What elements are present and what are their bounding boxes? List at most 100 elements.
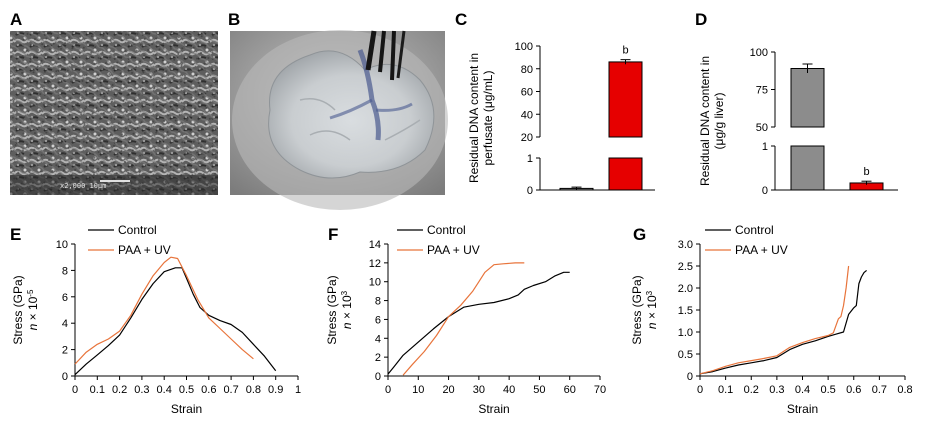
y-tick-label: 0 — [762, 185, 768, 197]
series-line-control — [699, 269, 867, 375]
x-tick-label: 0.8 — [246, 384, 261, 396]
y-tick-label: 8 — [375, 296, 381, 308]
y-axis-label: Stress (GPa) — [11, 275, 25, 344]
y-tick-label: 1 — [762, 141, 768, 153]
y-tick-label: 14 — [369, 239, 381, 251]
y-axis-unit: n × 103 — [645, 290, 660, 329]
chart-c-residual-dna-perfusate: 20 40 60 80 100 0 1 Residual DNA content in perf… — [467, 41, 655, 197]
legend-label: Control — [118, 223, 157, 237]
y-tick-label: 4 — [62, 318, 68, 330]
series-line-paa-uv — [402, 262, 525, 376]
panel-letter-g: G — [633, 225, 646, 244]
significance-label: b — [622, 45, 628, 57]
bar-lower — [608, 157, 643, 191]
x-tick-label: 0.5 — [820, 384, 835, 396]
photo-decellularized-liver — [230, 30, 448, 210]
y-axis-unit: n × 103 — [340, 290, 355, 329]
y-axis-label: Residual DNA content in — [467, 53, 481, 183]
x-tick-label: 0.1 — [90, 384, 105, 396]
y-tick-label: 1 — [527, 153, 533, 165]
chart-f-stress-strain: 0 10 20 30 40 50 60 70 0 2 4 6 8 10 12 14 Strain Stress (… — [325, 223, 606, 416]
x-tick-label: 70 — [594, 384, 606, 396]
y-tick-label: 0.5 — [678, 349, 693, 361]
x-tick-label: 0.5 — [179, 384, 194, 396]
series-line-paa-uv — [699, 265, 850, 375]
x-tick-label: 0.8 — [897, 384, 912, 396]
y-tick-label: 2 — [62, 345, 68, 357]
series-line-control — [74, 267, 277, 376]
y-axis-label: Residual DNA content in — [698, 56, 712, 186]
x-tick-label: 0.9 — [268, 384, 283, 396]
photo-sem-micrograph: x2,000 10μm — [10, 31, 218, 195]
x-tick-label: 0.7 — [872, 384, 887, 396]
y-tick-label: 20 — [521, 132, 533, 144]
x-tick-label: 0.1 — [718, 384, 733, 396]
x-tick-label: 40 — [503, 384, 515, 396]
y-tick-label: 6 — [62, 292, 68, 304]
panel-letter-e: E — [10, 225, 21, 244]
y-unit-exponent: -5 — [26, 289, 35, 297]
x-tick-label: 0.6 — [846, 384, 861, 396]
y-unit-exponent: 3 — [645, 290, 654, 295]
y-tick-label: 0 — [527, 185, 533, 197]
y-tick-label: 2.5 — [678, 261, 693, 273]
y-unit-exponent: 3 — [340, 290, 349, 295]
x-tick-label: 10 — [412, 384, 424, 396]
y-tick-label: 10 — [369, 277, 381, 289]
y-axis-label: Stress (GPa) — [325, 275, 339, 344]
y-tick-label: 6 — [375, 314, 381, 326]
y-tick-label: 2 — [375, 352, 381, 364]
y-tick-label: 50 — [756, 122, 768, 134]
y-axis-label: Stress (GPa) — [630, 275, 644, 344]
chart-g-stress-strain: 0 0.1 0.2 0.3 0.4 0.5 0.6 0.7 0.8 0 0.5 1.0 1.5 2.0 2.… — [630, 223, 913, 416]
x-tick-label: 0.4 — [795, 384, 810, 396]
y-tick-label: 1.0 — [678, 327, 693, 339]
x-tick-label: 30 — [473, 384, 485, 396]
x-tick-label: 50 — [533, 384, 545, 396]
y-tick-label: 100 — [750, 47, 768, 59]
x-tick-label: 0 — [385, 384, 391, 396]
y-tick-label: 2.0 — [678, 283, 693, 295]
bar-lower — [790, 145, 825, 191]
x-tick-label: 0.2 — [744, 384, 759, 396]
x-axis-label: Strain — [478, 402, 509, 416]
series-line-control — [387, 271, 570, 375]
y-unit-n: n — [26, 323, 40, 330]
x-tick-label: 20 — [442, 384, 454, 396]
x-tick-label: 0 — [697, 384, 703, 396]
significance-label: b — [863, 166, 869, 178]
y-tick-label: 0 — [62, 371, 68, 383]
legend-label: PAA + UV — [118, 243, 171, 257]
x-axis-label: Strain — [787, 402, 818, 416]
x-tick-label: 0.4 — [157, 384, 172, 396]
y-tick-label: 3.0 — [678, 239, 693, 251]
bar-upper — [608, 61, 643, 138]
y-tick-label: 10 — [56, 239, 68, 251]
y-tick-label: 4 — [375, 333, 381, 345]
x-tick-label: 0.3 — [134, 384, 149, 396]
y-tick-label: 12 — [369, 258, 381, 270]
x-tick-label: 0.6 — [201, 384, 216, 396]
x-tick-label: 0.3 — [769, 384, 784, 396]
x-tick-label: 0 — [72, 384, 78, 396]
panel-letter-b: B — [228, 10, 240, 29]
series-line-paa-uv — [74, 256, 254, 365]
y-tick-label: 1.5 — [678, 305, 693, 317]
x-tick-label: 0.7 — [223, 384, 238, 396]
y-tick-label: 40 — [521, 109, 533, 121]
panel-letter-d: D — [695, 10, 707, 29]
y-tick-label: 100 — [515, 41, 533, 53]
x-tick-label: 60 — [564, 384, 576, 396]
x-tick-label: 0.2 — [112, 384, 127, 396]
y-axis-label: (μg/g liver) — [712, 93, 726, 150]
y-axis-unit: n × 10-5 — [26, 289, 41, 330]
panel-letter-c: C — [455, 10, 467, 29]
y-axis-label: perfusate (μg/mL) — [481, 71, 495, 166]
sem-scale-text: x2,000 10μm — [60, 182, 106, 190]
x-tick-label: 1 — [295, 384, 301, 396]
y-unit-base: × 10 — [26, 296, 40, 323]
panel-letter-a: A — [10, 10, 22, 29]
panel-letter-f: F — [328, 225, 338, 244]
legend-label: PAA + UV — [735, 243, 788, 257]
